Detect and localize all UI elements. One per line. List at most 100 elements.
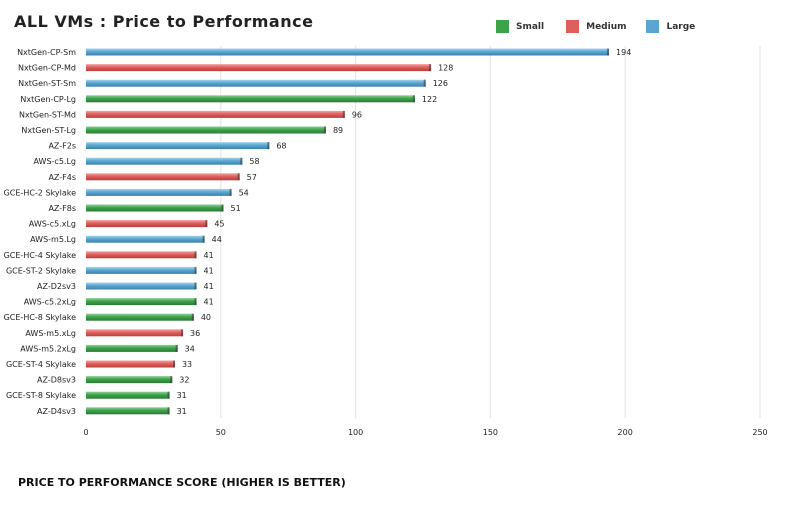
value-label-nxtgen-cp-lg: 122	[422, 95, 437, 104]
bar-cap-aws-c5-lg	[240, 157, 243, 165]
category-label-az-d2sv3: AZ-D2sv3	[37, 282, 76, 291]
chart-title: ALL VMs : Price to Performance	[14, 12, 314, 31]
bar-cap-nxtgen-st-md	[342, 110, 345, 118]
legend: Small Medium Large	[496, 20, 695, 33]
bar-az-d4sv3	[86, 407, 170, 415]
x-tick-label-100: 100	[348, 428, 363, 437]
category-label-gce-st-4-skylake: GCE-ST-4 Skylake	[6, 360, 76, 369]
bar-cap-nxtgen-st-sm	[423, 79, 426, 87]
x-axis-title: PRICE TO PERFORMANCE SCORE (HIGHER IS BE…	[18, 476, 346, 489]
value-label-gce-hc-4-skylake: 41	[204, 251, 214, 260]
bar-nxtgen-st-lg	[86, 126, 326, 134]
bar-aws-c5-lg	[86, 157, 243, 165]
bar-cap-nxtgen-cp-lg	[412, 95, 415, 103]
legend-item-large: Large	[646, 20, 695, 33]
bar-az-f4s	[86, 173, 240, 181]
legend-swatch-small	[496, 20, 509, 33]
bar-gce-st-8-skylake	[86, 391, 170, 399]
category-label-az-f2s: AZ-F2s	[48, 142, 76, 151]
bar-cap-aws-c5-2xlg	[194, 298, 197, 306]
bar-az-f8s	[86, 204, 224, 212]
value-label-aws-m5-2xlg: 34	[185, 344, 195, 353]
legend-swatch-large	[646, 20, 660, 33]
legend-swatch-medium	[566, 20, 580, 33]
category-label-nxtgen-st-lg: NxtGen-ST-Lg	[21, 126, 76, 135]
category-label-az-f8s: AZ-F8s	[48, 204, 76, 213]
bar-cap-gce-hc-8-skylake	[191, 313, 194, 321]
bar-aws-c5-2xlg	[86, 298, 197, 306]
bar-cap-aws-m5-2xlg	[175, 344, 178, 352]
value-label-aws-c5-lg: 58	[249, 157, 259, 166]
bar-cap-aws-c5-xlg	[205, 220, 208, 228]
category-label-gce-hc-8-skylake: GCE-HC-8 Skylake	[4, 313, 76, 322]
category-label-gce-hc-2-skylake: GCE-HC-2 Skylake	[4, 188, 76, 197]
bar-nxtgen-cp-sm	[86, 48, 610, 56]
bar-cap-az-f8s	[221, 204, 224, 212]
bar-cap-nxtgen-cp-md	[429, 64, 432, 72]
bar-az-f2s	[86, 142, 270, 150]
value-label-aws-c5-2xlg: 41	[204, 298, 214, 307]
value-label-gce-st-8-skylake: 31	[177, 391, 187, 400]
value-label-az-d8sv3: 32	[179, 376, 189, 385]
bar-cap-nxtgen-st-lg	[323, 126, 326, 134]
bar-nxtgen-cp-lg	[86, 95, 415, 103]
category-label-nxtgen-cp-md: NxtGen-CP-Md	[18, 64, 76, 73]
category-label-aws-c5-xlg: AWS-c5.xLg	[29, 220, 76, 229]
legend-item-small: Small	[496, 20, 544, 33]
bar-aws-m5-lg	[86, 235, 205, 243]
x-tick-label-150: 150	[483, 428, 498, 437]
bar-cap-az-d2sv3	[194, 282, 197, 290]
value-label-nxtgen-st-md: 96	[352, 110, 362, 119]
bar-cap-gce-st-8-skylake	[167, 391, 170, 399]
legend-item-medium: Medium	[566, 20, 626, 33]
chart-plot: 0 50 100 150 200 250 NxtGen-CP-Sm 194 NxtGen-CP-…	[4, 46, 768, 437]
category-label-nxtgen-st-sm: NxtGen-ST-Sm	[18, 79, 76, 88]
category-label-gce-st-2-skylake: GCE-ST-2 Skylake	[6, 266, 76, 275]
value-label-gce-hc-2-skylake: 54	[239, 188, 249, 197]
x-tick-label-0: 0	[83, 428, 88, 437]
value-label-az-d2sv3: 41	[204, 282, 214, 291]
category-label-aws-c5-lg: AWS-c5.Lg	[34, 157, 76, 166]
value-label-nxtgen-st-lg: 89	[333, 126, 343, 135]
x-tick-label-250: 250	[752, 428, 767, 437]
value-label-aws-c5-xlg: 45	[214, 220, 224, 229]
bar-gce-hc-2-skylake	[86, 188, 232, 196]
value-label-gce-st-2-skylake: 41	[204, 266, 214, 275]
bar-aws-c5-xlg	[86, 220, 208, 228]
category-label-aws-m5-xlg: AWS-m5.xLg	[25, 329, 76, 338]
bar-cap-az-f2s	[267, 142, 270, 150]
category-label-gce-hc-4-skylake: GCE-HC-4 Skylake	[4, 251, 76, 260]
bar-cap-gce-st-2-skylake	[194, 266, 197, 274]
category-label-az-d4sv3: AZ-D4sv3	[37, 407, 76, 416]
value-label-gce-st-4-skylake: 33	[182, 360, 192, 369]
bar-aws-m5-xlg	[86, 329, 184, 337]
bar-cap-az-d8sv3	[170, 376, 173, 384]
bar-gce-st-2-skylake	[86, 266, 197, 274]
bar-cap-aws-m5-xlg	[181, 329, 184, 337]
bar-gce-hc-4-skylake	[86, 251, 197, 259]
value-label-aws-m5-xlg: 36	[190, 329, 200, 338]
bar-cap-az-f4s	[237, 173, 240, 181]
value-label-az-f4s: 57	[247, 173, 257, 182]
value-label-nxtgen-cp-md: 128	[438, 64, 453, 73]
x-tick-label-50: 50	[216, 428, 226, 437]
bar-gce-st-4-skylake	[86, 360, 175, 368]
category-label-aws-m5-2xlg: AWS-m5.2xLg	[20, 344, 76, 353]
category-label-nxtgen-st-md: NxtGen-ST-Md	[19, 110, 76, 119]
category-label-aws-c5-2xlg: AWS-c5.2xLg	[24, 298, 76, 307]
value-label-az-f8s: 51	[230, 204, 240, 213]
bar-cap-nxtgen-cp-sm	[607, 48, 610, 56]
category-label-gce-st-8-skylake: GCE-ST-8 Skylake	[6, 391, 76, 400]
bar-cap-gce-hc-2-skylake	[229, 188, 232, 196]
value-label-aws-m5-lg: 44	[212, 235, 222, 244]
value-label-az-f2s: 68	[276, 142, 286, 151]
bar-gce-hc-8-skylake	[86, 313, 194, 321]
bar-az-d2sv3	[86, 282, 197, 290]
category-label-az-d8sv3: AZ-D8sv3	[37, 376, 76, 385]
bar-az-d8sv3	[86, 376, 173, 384]
legend-label-medium: Medium	[586, 21, 627, 32]
category-label-nxtgen-cp-lg: NxtGen-CP-Lg	[20, 95, 76, 104]
bar-nxtgen-cp-md	[86, 64, 432, 72]
bar-nxtgen-st-sm	[86, 79, 426, 87]
category-label-az-f4s: AZ-F4s	[48, 173, 76, 182]
